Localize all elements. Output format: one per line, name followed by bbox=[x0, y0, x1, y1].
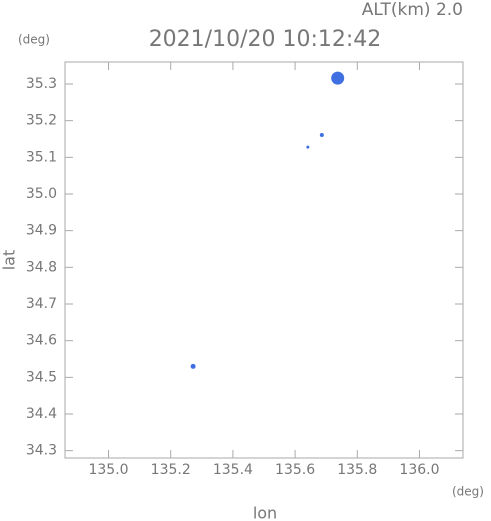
x-tick-label: 135.6 bbox=[275, 462, 315, 478]
chart-subtitle: ALT(km) 2.0 bbox=[362, 0, 463, 20]
x-tick-label: 135.4 bbox=[213, 462, 253, 478]
y-tick-label: 34.5 bbox=[26, 369, 57, 385]
point bbox=[306, 145, 310, 149]
x-tick-label: 135.2 bbox=[151, 462, 191, 478]
x-tick-label: 136.0 bbox=[399, 462, 439, 478]
y-tick-label: 34.7 bbox=[26, 296, 57, 312]
y-tick-label: 34.6 bbox=[26, 333, 57, 349]
y-axis-label: lat bbox=[0, 250, 19, 271]
y-tick-label: 34.3 bbox=[26, 443, 57, 459]
x-tick-label: 135.0 bbox=[88, 462, 128, 478]
y-tick-label: 34.8 bbox=[26, 259, 57, 275]
point bbox=[319, 132, 324, 137]
chart-title: 2021/10/20 10:12:42 bbox=[149, 27, 382, 52]
y-tick-label: 34.9 bbox=[26, 223, 57, 239]
y-unit: (deg) bbox=[18, 33, 50, 47]
y-tick-label: 35.3 bbox=[26, 76, 57, 92]
y-tick-label: 34.4 bbox=[26, 406, 57, 422]
plot-frame bbox=[64, 61, 464, 459]
x-tick-label: 135.8 bbox=[337, 462, 377, 478]
point bbox=[331, 71, 345, 85]
x-unit: (deg) bbox=[452, 485, 484, 499]
point bbox=[190, 363, 196, 369]
y-tick-label: 35.1 bbox=[26, 149, 57, 165]
x-axis-label: lon bbox=[253, 504, 277, 521]
y-tick-label: 35.2 bbox=[26, 113, 57, 129]
y-tick-label: 35.0 bbox=[26, 186, 57, 202]
